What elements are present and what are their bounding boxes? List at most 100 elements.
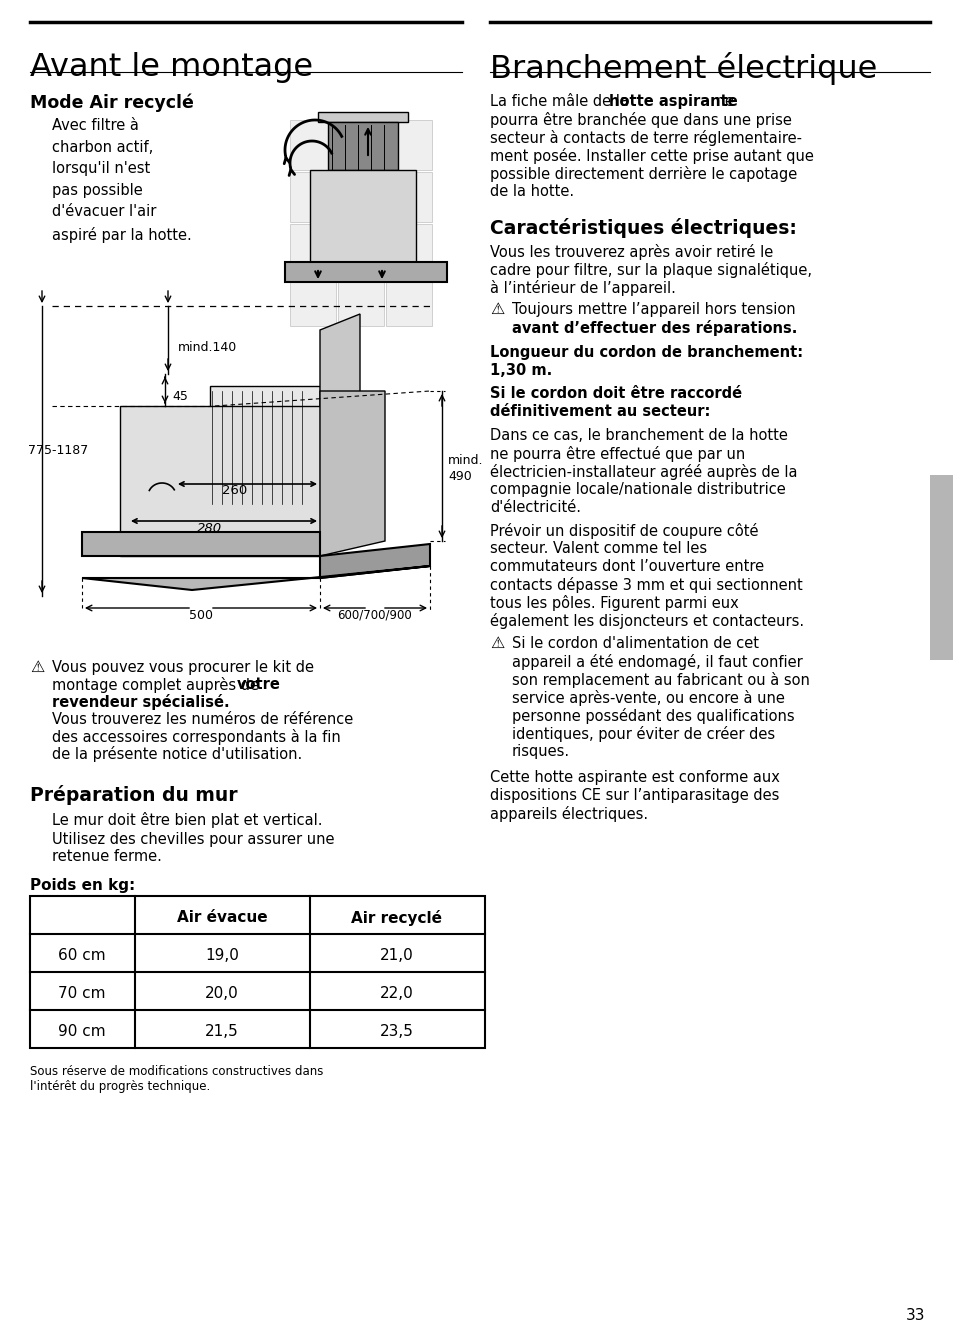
- Text: secteur. Valent comme tel les: secteur. Valent comme tel les: [490, 541, 706, 556]
- Bar: [30, 896, 484, 1048]
- Text: 260: 260: [222, 484, 248, 497]
- Bar: [290, 172, 335, 221]
- Text: montage complet auprès de: montage complet auprès de: [52, 678, 263, 693]
- Text: personne possédant des qualifications: personne possédant des qualifications: [512, 708, 794, 724]
- Bar: [386, 172, 432, 221]
- Bar: [386, 119, 432, 170]
- Text: ne: ne: [710, 94, 733, 109]
- Text: 600/700/900: 600/700/900: [337, 609, 412, 622]
- Text: appareils électriques.: appareils électriques.: [490, 806, 647, 822]
- Text: Air évacue: Air évacue: [176, 910, 267, 926]
- Text: 1,30 m.: 1,30 m.: [490, 363, 552, 378]
- Text: 45: 45: [172, 390, 188, 403]
- Bar: [929, 475, 953, 660]
- Text: ⚠: ⚠: [30, 660, 45, 675]
- Text: 60 cm: 60 cm: [58, 948, 106, 963]
- Text: d'électricité.: d'électricité.: [490, 500, 580, 514]
- Bar: [82, 532, 319, 556]
- Bar: [290, 224, 335, 274]
- Text: ⚠: ⚠: [490, 302, 504, 317]
- Text: Mode Air recyclé: Mode Air recyclé: [30, 94, 193, 113]
- Text: 280: 280: [197, 522, 222, 534]
- Text: avant d’effectuer des réparations.: avant d’effectuer des réparations.: [512, 320, 797, 335]
- Text: Avant le montage: Avant le montage: [30, 52, 313, 84]
- Text: Prévoir un dispositif de coupure côté: Prévoir un dispositif de coupure côté: [490, 522, 758, 538]
- Text: secteur à contacts de terre réglementaire-: secteur à contacts de terre réglementair…: [490, 130, 801, 146]
- Text: 90 cm: 90 cm: [58, 1024, 106, 1040]
- Text: Avec filtre à
charbon actif,
lorsqu'il n'est
pas possible
d'évacuer l'air
aspiré: Avec filtre à charbon actif, lorsqu'il n…: [52, 118, 192, 243]
- Text: 21,5: 21,5: [205, 1024, 238, 1040]
- Text: de la hotte.: de la hotte.: [490, 184, 574, 199]
- Text: retenue ferme.: retenue ferme.: [52, 849, 162, 865]
- Bar: [328, 122, 397, 170]
- Text: compagnie locale/nationale distributrice: compagnie locale/nationale distributrice: [490, 481, 785, 497]
- Text: votre: votre: [236, 678, 280, 692]
- Bar: [386, 224, 432, 274]
- Text: Sous réserve de modifications constructives dans: Sous réserve de modifications constructi…: [30, 1065, 323, 1078]
- Bar: [386, 276, 432, 326]
- Text: 22,0: 22,0: [379, 987, 414, 1001]
- Bar: [337, 224, 384, 274]
- Bar: [213, 505, 242, 521]
- Polygon shape: [319, 544, 430, 578]
- Text: ment posée. Installer cette prise autant que: ment posée. Installer cette prise autant…: [490, 149, 813, 164]
- Bar: [337, 172, 384, 221]
- Text: Utilisez des chevilles pour assurer une: Utilisez des chevilles pour assurer une: [52, 831, 335, 847]
- Text: Branchement électrique: Branchement électrique: [490, 52, 877, 85]
- Text: commutateurs dont l’ouverture entre: commutateurs dont l’ouverture entre: [490, 560, 763, 574]
- Text: à l’intérieur de l’appareil.: à l’intérieur de l’appareil.: [490, 280, 675, 296]
- Text: ⚠: ⚠: [490, 636, 504, 651]
- Text: définitivement au secteur:: définitivement au secteur:: [490, 404, 710, 419]
- Text: mind.140: mind.140: [178, 341, 237, 354]
- Text: risques.: risques.: [512, 744, 570, 758]
- Text: service après-vente, ou encore à une: service après-vente, ou encore à une: [512, 690, 784, 705]
- Polygon shape: [319, 391, 385, 556]
- Text: électricien-installateur agréé auprès de la: électricien-installateur agréé auprès de…: [490, 464, 797, 480]
- Polygon shape: [319, 314, 359, 507]
- Text: dispositions CE sur l’antiparasitage des: dispositions CE sur l’antiparasitage des: [490, 788, 779, 804]
- Bar: [337, 119, 384, 170]
- Text: l'intérêt du progrès technique.: l'intérêt du progrès technique.: [30, 1079, 210, 1093]
- Text: Poids en kg:: Poids en kg:: [30, 878, 135, 892]
- Text: possible directement derrière le capotage: possible directement derrière le capotag…: [490, 166, 797, 182]
- Text: mind.
490: mind. 490: [448, 453, 483, 483]
- Text: Cette hotte aspirante est conforme aux: Cette hotte aspirante est conforme aux: [490, 770, 779, 785]
- Text: Le mur doit être bien plat et vertical.: Le mur doit être bien plat et vertical.: [52, 812, 322, 827]
- Text: 20,0: 20,0: [205, 987, 238, 1001]
- Text: Préparation du mur: Préparation du mur: [30, 785, 237, 805]
- Bar: [290, 276, 335, 326]
- Text: de la présente notice d'utilisation.: de la présente notice d'utilisation.: [52, 747, 302, 762]
- Bar: [310, 170, 416, 263]
- Text: appareil a été endomagé, il faut confier: appareil a été endomagé, il faut confier: [512, 654, 801, 670]
- Text: 23,5: 23,5: [379, 1024, 414, 1040]
- Text: Vous pouvez vous procurer le kit de: Vous pouvez vous procurer le kit de: [52, 660, 314, 675]
- Text: identiques, pour éviter de créer des: identiques, pour éviter de créer des: [512, 727, 774, 743]
- Text: 21,0: 21,0: [379, 948, 414, 963]
- Text: Vous les trouverez après avoir retiré le: Vous les trouverez après avoir retiré le: [490, 244, 773, 260]
- Text: Vous trouverez les numéros de référence: Vous trouverez les numéros de référence: [52, 712, 353, 727]
- Text: Air recyclé: Air recyclé: [351, 910, 442, 926]
- Text: 500: 500: [189, 609, 213, 622]
- Text: 70 cm: 70 cm: [58, 987, 106, 1001]
- Bar: [285, 263, 447, 282]
- Text: hotte aspirante: hotte aspirante: [608, 94, 737, 109]
- Text: Si le cordon d'alimentation de cet: Si le cordon d'alimentation de cet: [512, 636, 759, 651]
- Text: 775-1187: 775-1187: [28, 444, 89, 457]
- Text: 19,0: 19,0: [205, 948, 238, 963]
- Text: La fiche mâle de la: La fiche mâle de la: [490, 94, 633, 109]
- Text: contacts dépasse 3 mm et qui sectionnent: contacts dépasse 3 mm et qui sectionnent: [490, 577, 801, 593]
- Text: 33: 33: [904, 1307, 924, 1323]
- Text: Si le cordon doit être raccordé: Si le cordon doit être raccordé: [490, 386, 741, 400]
- Text: Dans ce cas, le branchement de la hotte: Dans ce cas, le branchement de la hotte: [490, 428, 787, 443]
- Text: des accessoires correspondants à la fin: des accessoires correspondants à la fin: [52, 729, 340, 745]
- Text: ne pourra être effectué que par un: ne pourra être effectué que par un: [490, 446, 744, 461]
- Text: également les disjoncteurs et contacteurs.: également les disjoncteurs et contacteur…: [490, 613, 803, 629]
- Text: Caractéristiques électriques:: Caractéristiques électriques:: [490, 217, 796, 237]
- Text: Toujours mettre l’appareil hors tension: Toujours mettre l’appareil hors tension: [512, 302, 795, 317]
- Text: Longueur du cordon de branchement:: Longueur du cordon de branchement:: [490, 345, 802, 359]
- Polygon shape: [120, 406, 319, 556]
- Bar: [290, 119, 335, 170]
- Text: son remplacement au fabricant ou à son: son remplacement au fabricant ou à son: [512, 672, 809, 688]
- Text: cadre pour filtre, sur la plaque signalétique,: cadre pour filtre, sur la plaque signalé…: [490, 263, 811, 278]
- Bar: [337, 276, 384, 326]
